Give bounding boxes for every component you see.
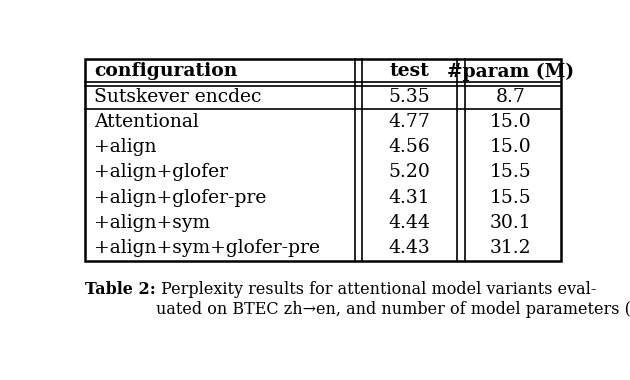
Text: +align+glofer: +align+glofer — [94, 163, 228, 181]
Text: 15.0: 15.0 — [490, 138, 532, 156]
Text: 4.56: 4.56 — [389, 138, 430, 156]
Text: 4.43: 4.43 — [389, 239, 430, 257]
Text: 4.31: 4.31 — [389, 188, 430, 207]
Text: +align+sym: +align+sym — [94, 214, 210, 232]
Text: test: test — [390, 62, 430, 81]
Text: Sutskever encdec: Sutskever encdec — [94, 88, 261, 106]
Text: +align+glofer-pre: +align+glofer-pre — [94, 188, 266, 207]
Text: 5.35: 5.35 — [389, 88, 430, 106]
Text: +align: +align — [94, 138, 156, 156]
Text: 15.5: 15.5 — [490, 188, 532, 207]
Text: Perplexity results for attentional model variants eval-
uated on BTEC zh→en, and: Perplexity results for attentional model… — [156, 281, 630, 318]
Text: +align+sym+glofer-pre: +align+sym+glofer-pre — [94, 239, 320, 257]
Text: 5.20: 5.20 — [389, 163, 430, 181]
Text: 15.5: 15.5 — [490, 163, 532, 181]
Text: Attentional: Attentional — [94, 113, 198, 131]
Text: 31.2: 31.2 — [490, 239, 532, 257]
Text: 30.1: 30.1 — [490, 214, 532, 232]
Text: #param (M): #param (M) — [447, 62, 575, 81]
Text: configuration: configuration — [94, 62, 238, 81]
Text: 15.0: 15.0 — [490, 113, 532, 131]
Text: Table 2:: Table 2: — [85, 281, 156, 298]
Text: 4.77: 4.77 — [389, 113, 430, 131]
Text: 4.44: 4.44 — [389, 214, 430, 232]
Text: 8.7: 8.7 — [496, 88, 525, 106]
